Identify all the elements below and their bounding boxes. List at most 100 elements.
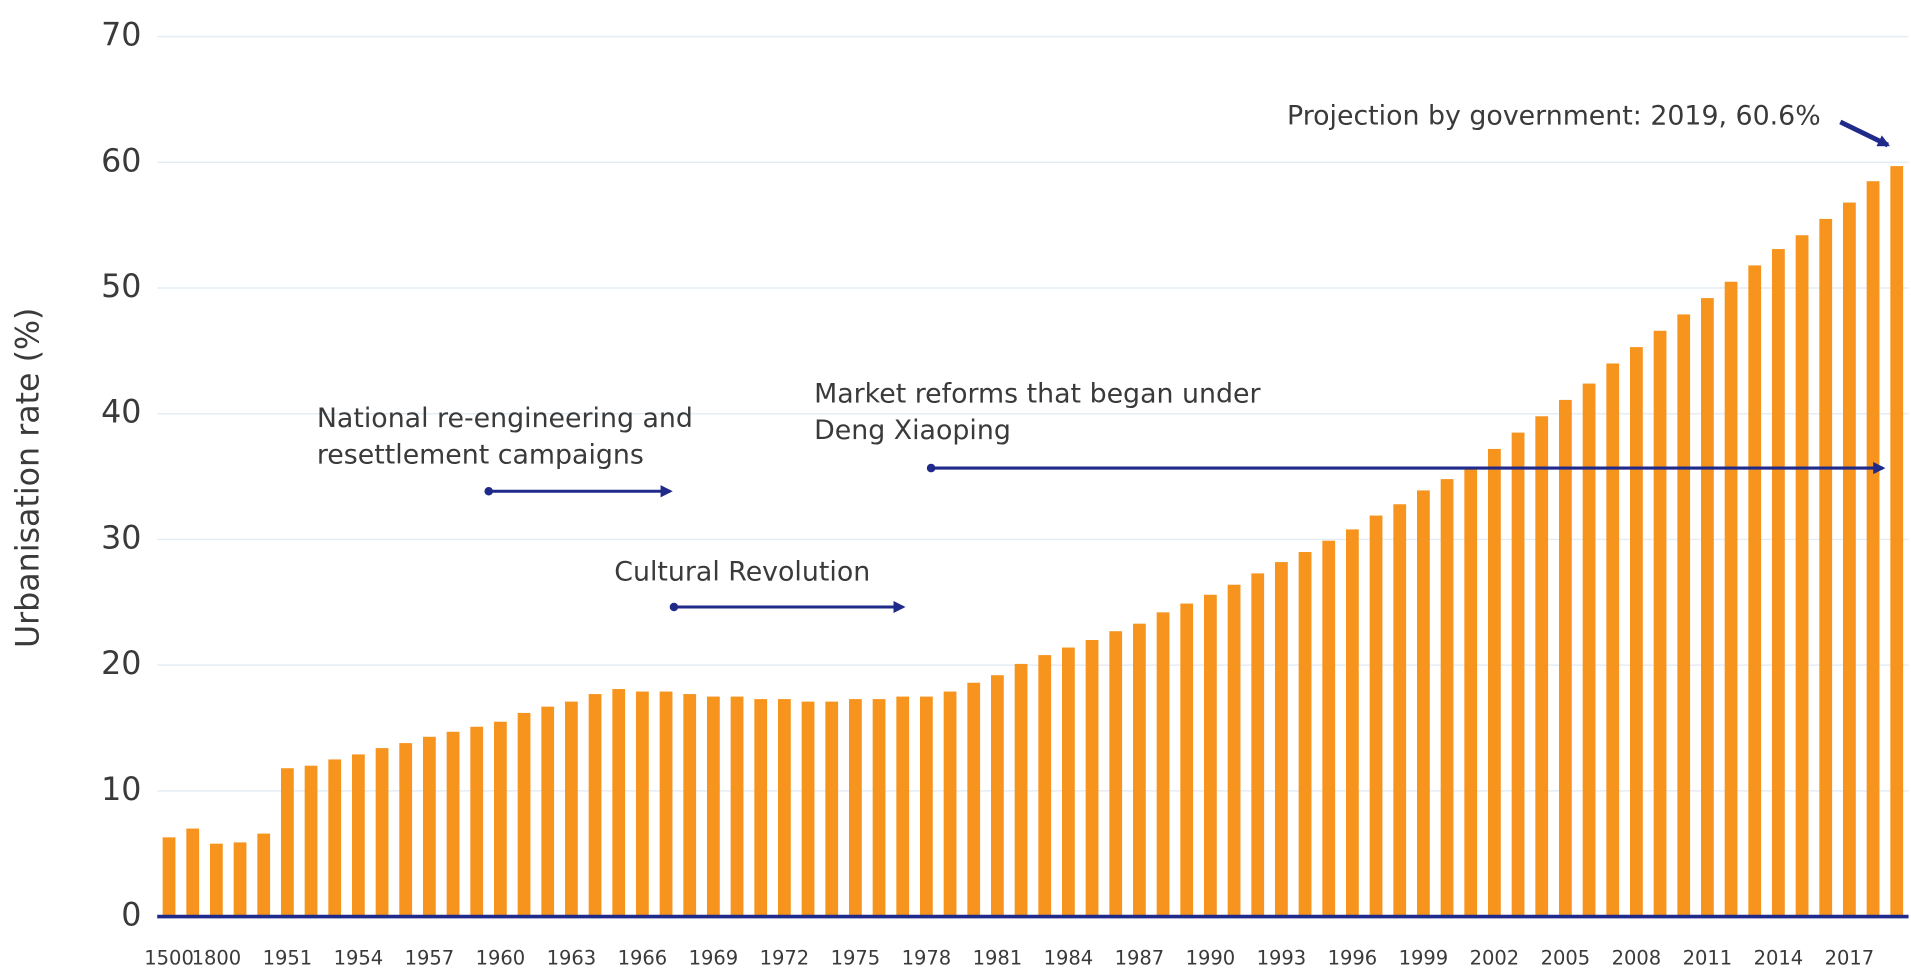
bar — [1890, 166, 1904, 917]
x-tick-label: 1993 — [1257, 947, 1307, 970]
bar — [943, 691, 957, 917]
x-tick-label: 1957 — [405, 947, 455, 970]
bar — [1772, 249, 1785, 917]
x-tick-label: 2005 — [1541, 947, 1591, 970]
y-tick-label: 0 — [121, 898, 141, 934]
bar — [1488, 448, 1501, 917]
bar — [1748, 265, 1762, 917]
x-tick-label: 1984 — [1044, 947, 1094, 970]
x-tick-label: 1996 — [1328, 947, 1378, 970]
bar — [777, 699, 791, 917]
y-tick-label: 20 — [101, 646, 141, 682]
x-tick-label: 2008 — [1612, 947, 1662, 970]
bar — [1606, 363, 1620, 917]
bar — [967, 682, 981, 917]
bar — [1346, 529, 1359, 917]
bar — [1843, 202, 1856, 917]
bar — [1204, 594, 1217, 917]
y-tick-label: 40 — [101, 395, 141, 431]
bar — [1440, 479, 1454, 917]
bar — [351, 754, 365, 917]
bar — [233, 842, 247, 917]
x-tick-label: 1800 — [192, 947, 242, 970]
bar — [375, 748, 389, 917]
bar — [1369, 515, 1383, 917]
bar — [1582, 383, 1596, 917]
bar — [1156, 612, 1170, 917]
bar — [1417, 490, 1430, 917]
bar — [706, 696, 720, 917]
arrow — [1839, 119, 1891, 148]
x-tick-label: 1951 — [263, 947, 313, 970]
bar — [1038, 655, 1052, 917]
bar — [1535, 416, 1549, 917]
x-tick-label: 1960 — [476, 947, 526, 970]
bar — [1062, 647, 1075, 917]
bar — [304, 765, 318, 917]
bar — [635, 691, 649, 917]
bar — [896, 696, 910, 917]
bar — [1085, 640, 1099, 917]
x-tick-label: 1999 — [1399, 947, 1449, 970]
bar — [1393, 504, 1407, 917]
bar — [1630, 347, 1643, 917]
x-tick-label: 1972 — [760, 947, 810, 970]
annotation: Deng Xiaoping — [814, 415, 1011, 446]
x-tick-label: 2017 — [1825, 947, 1875, 970]
x-tick-label: 1954 — [334, 947, 384, 970]
x-tick-label: 2011 — [1683, 947, 1733, 970]
bar — [1298, 552, 1312, 917]
bar — [612, 689, 626, 917]
bar — [730, 696, 744, 917]
annotation: Market reforms that began under — [814, 378, 1261, 409]
bar — [209, 843, 223, 917]
bar — [683, 694, 697, 917]
bar — [1109, 631, 1123, 917]
bar — [162, 837, 176, 917]
bar — [1724, 281, 1738, 917]
annotation: Projection by government: 2019, 60.6% — [1287, 101, 1821, 132]
bar — [422, 736, 436, 917]
y-tick-label: 10 — [101, 772, 141, 808]
bar — [1819, 218, 1833, 917]
bar — [328, 759, 342, 917]
bar — [399, 743, 413, 917]
bar — [470, 726, 484, 917]
bar — [1464, 466, 1478, 917]
bar — [872, 699, 886, 917]
bar — [754, 699, 768, 917]
bar — [1559, 399, 1572, 917]
annotation: resettlement campaigns — [317, 439, 644, 470]
bar — [257, 833, 271, 917]
bar — [446, 731, 460, 917]
bar — [1511, 432, 1525, 917]
bar — [801, 701, 815, 917]
x-tick-label: 1978 — [902, 947, 952, 970]
x-tick-label: 1981 — [973, 947, 1023, 970]
x-tick-label: 1500 — [144, 947, 194, 970]
y-tick-label: 70 — [101, 18, 141, 54]
bar — [186, 828, 200, 917]
bar — [1677, 314, 1691, 917]
bar — [991, 675, 1004, 917]
y-tick-label: 60 — [101, 143, 141, 179]
bar — [919, 696, 933, 917]
bar — [541, 706, 555, 917]
bar — [564, 701, 578, 917]
y-tick-label: 50 — [101, 269, 141, 305]
x-tick-label: 2002 — [1470, 947, 1520, 970]
x-tick-label: 1987 — [1115, 947, 1165, 970]
bar — [1275, 562, 1288, 917]
bar — [1866, 181, 1880, 917]
bar — [1133, 623, 1146, 917]
bar — [659, 691, 673, 917]
bar — [1322, 540, 1336, 917]
bar — [1014, 663, 1028, 917]
bar — [1227, 584, 1241, 917]
bar — [848, 699, 862, 917]
bar — [1180, 603, 1194, 917]
x-tick-label: 1990 — [1186, 947, 1236, 970]
annotation: Cultural Revolution — [614, 556, 870, 587]
bar — [493, 721, 507, 917]
